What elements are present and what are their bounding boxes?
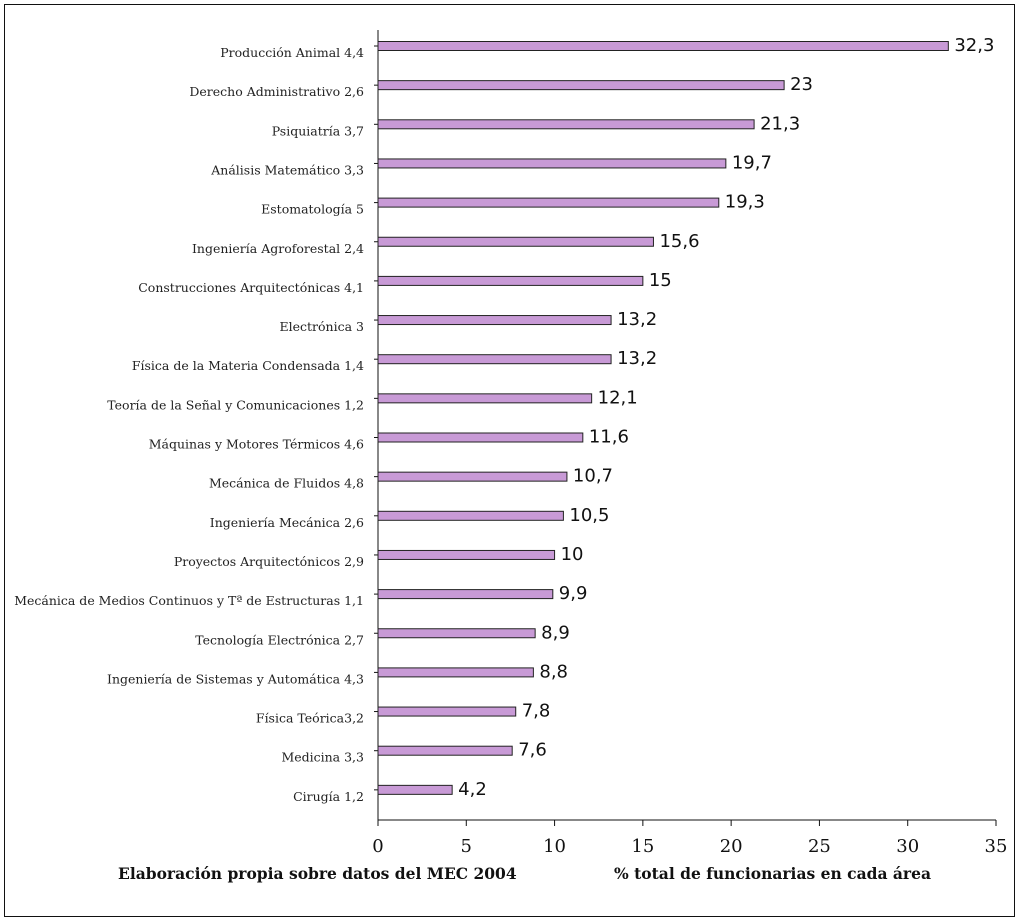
value-label: 12,1 [598, 387, 638, 408]
category-label: Tecnología Electrónica 2,7 [195, 632, 364, 647]
category-label: Derecho Administrativo 2,6 [189, 84, 364, 99]
x-tick-label: 5 [461, 836, 472, 857]
bar [377, 80, 785, 91]
value-label: 10,5 [569, 505, 609, 526]
value-label: 11,6 [589, 427, 629, 448]
value-label: 19,3 [725, 192, 765, 213]
x-tick-label: 30 [896, 836, 919, 857]
value-label: 7,8 [522, 701, 551, 722]
x-tick-label: 25 [808, 836, 831, 857]
bar [377, 275, 644, 286]
category-label: Electrónica 3 [280, 319, 365, 334]
value-label: 10 [561, 544, 584, 565]
x-tick-label: 0 [372, 836, 383, 857]
x-tick-label: 10 [543, 836, 566, 857]
category-label: Análisis Matemático 3,3 [210, 162, 364, 177]
value-label: 9,9 [559, 583, 588, 604]
bar [377, 589, 554, 600]
bar [377, 236, 654, 247]
value-label: 19,7 [732, 152, 772, 173]
category-label: Construcciones Arquitectónicas 4,1 [138, 280, 364, 295]
value-label: 21,3 [760, 113, 800, 134]
bar [377, 315, 612, 326]
x-axis-title: % total de funcionarias en cada área [614, 864, 932, 883]
bar [377, 158, 727, 169]
category-label: Cirugía 1,2 [293, 789, 364, 804]
value-label: 32,3 [954, 35, 994, 56]
x-tick-label: 35 [985, 836, 1008, 857]
bar [377, 41, 949, 51]
category-label: Ingeniería Agroforestal 2,4 [192, 241, 364, 256]
bar [377, 119, 755, 130]
category-label: Física de la Materia Condensada 1,4 [132, 358, 364, 373]
bar [377, 197, 720, 208]
value-label: 13,2 [617, 348, 657, 369]
category-label: Máquinas y Motores Térmicos 4,6 [149, 437, 364, 452]
category-label: Producción Animal 4,4 [220, 45, 364, 60]
value-label: 15,6 [659, 231, 699, 252]
chart-source-note: Elaboración propia sobre datos del MEC 2… [118, 864, 517, 883]
x-tick-label: 20 [720, 836, 743, 857]
category-label: Ingeniería Mecánica 2,6 [210, 515, 364, 530]
category-label: Teoría de la Señal y Comunicaciones 1,2 [107, 397, 364, 412]
bar [377, 784, 453, 795]
value-label: 7,6 [518, 740, 547, 761]
bar [377, 432, 584, 443]
bar [377, 745, 513, 756]
value-label: 8,9 [541, 622, 570, 643]
bar [377, 510, 564, 521]
bar [377, 667, 534, 678]
category-label: Medicina 3,3 [281, 750, 364, 765]
chart-frame [4, 4, 1015, 917]
category-label: Estomatología 5 [261, 202, 364, 217]
value-label: 15 [649, 270, 672, 291]
category-label: Ingeniería de Sistemas y Automática 4,3 [107, 671, 364, 686]
category-label: Mecánica de Medios Continuos y Tª de Est… [14, 593, 364, 608]
bar [377, 393, 593, 404]
value-label: 13,2 [617, 309, 657, 330]
bar [377, 628, 536, 639]
bar [377, 471, 568, 482]
value-label: 23 [790, 74, 813, 95]
category-label: Proyectos Arquitectónicos 2,9 [174, 554, 364, 569]
bar [377, 354, 612, 365]
category-label: Psiquiatría 3,7 [272, 123, 364, 138]
category-label: Mecánica de Fluidos 4,8 [209, 476, 364, 491]
value-label: 8,8 [539, 661, 568, 682]
bar [377, 549, 556, 560]
category-label: Física Teórica3,2 [256, 711, 364, 726]
bar [377, 706, 517, 717]
value-label: 4,2 [458, 779, 487, 800]
value-label: 10,7 [573, 466, 613, 487]
x-tick-label: 15 [631, 836, 654, 857]
